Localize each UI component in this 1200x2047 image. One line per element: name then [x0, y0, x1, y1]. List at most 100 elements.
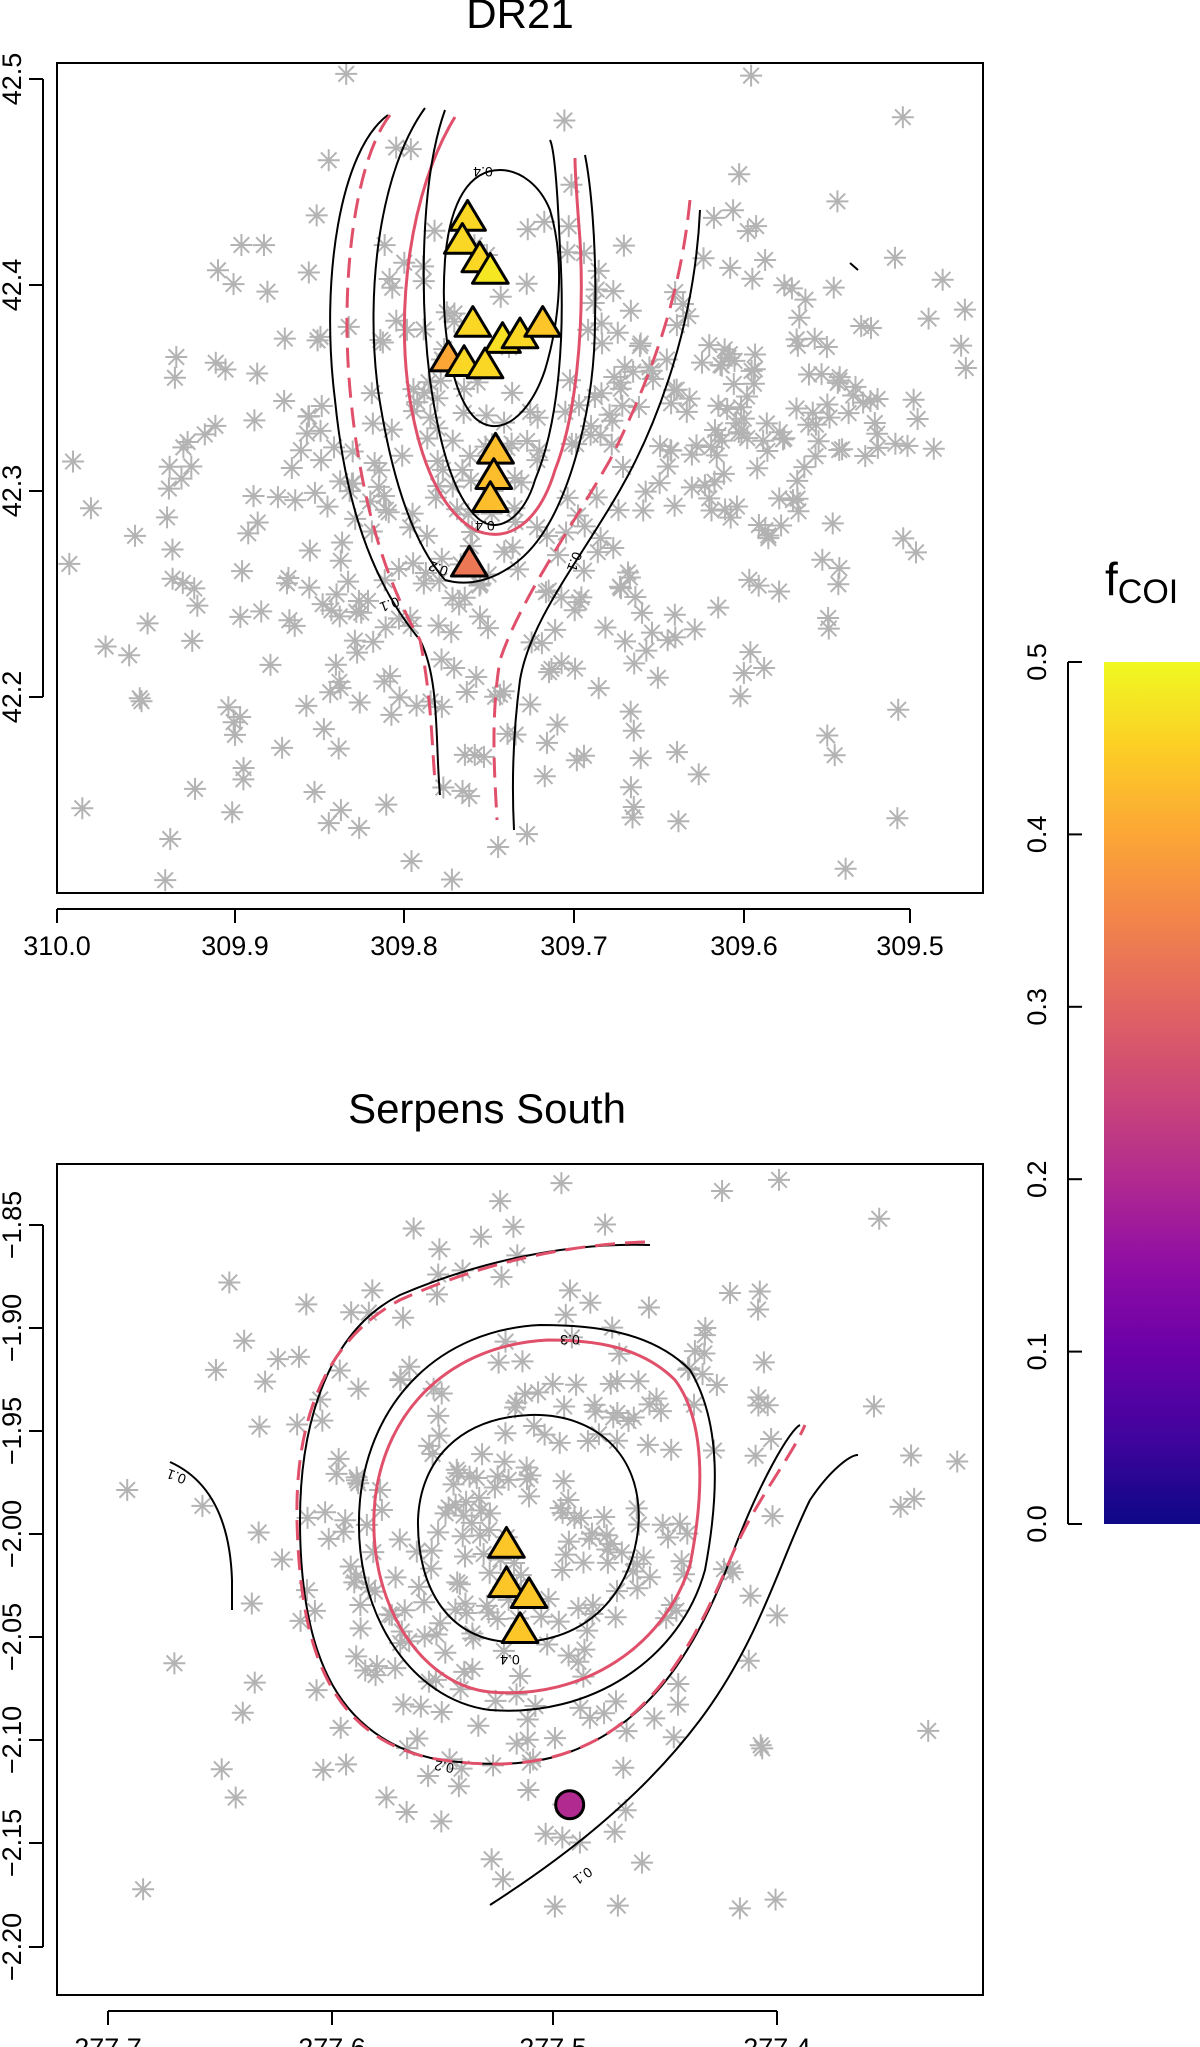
colorbar-title-sub: COI — [1118, 573, 1178, 611]
dr21-protostar-71 — [295, 694, 318, 717]
serpens-protostar-146 — [486, 1608, 509, 1631]
dr21-protostar-50 — [555, 521, 578, 544]
dr21-protostar-271 — [727, 421, 750, 444]
serpens-protostar-200 — [766, 1604, 789, 1627]
dr21-protostar-401 — [341, 440, 364, 463]
dr21-highlight-triangle-13 — [470, 480, 510, 513]
dr21-protostar-113 — [622, 795, 645, 818]
dr21-protostar-314 — [953, 298, 976, 321]
dr21-y-axis: 42.2 42.3 42.4 42.5 — [0, 53, 44, 723]
dr21-protostar-394 — [822, 276, 845, 299]
serpens-y-tick-label-6: −1.90 — [0, 1294, 27, 1362]
dr21-protostar-442 — [335, 63, 358, 85]
dr21-protostar-355 — [441, 587, 464, 610]
dr21-protostar-84 — [741, 267, 764, 290]
serpens-protostar-187 — [516, 1708, 539, 1731]
dr21-protostar-348 — [611, 394, 634, 417]
dr21-protostar-362 — [859, 390, 882, 413]
serpens-protostar-160 — [576, 1619, 599, 1642]
serpens-protostar-191 — [427, 1263, 450, 1286]
serpens-protostar-11 — [204, 1358, 227, 1381]
serpens-y-tick-label-7: −1.85 — [0, 1191, 27, 1259]
serpens-protostar-151 — [487, 1351, 510, 1374]
serpens-protostar-238 — [305, 1679, 328, 1702]
serpens-protostar-257 — [593, 1506, 616, 1529]
dr21-protostar-303 — [327, 737, 350, 760]
serpens-protostar-226 — [475, 1594, 498, 1617]
serpens-protostar-219 — [224, 1786, 247, 1809]
serpens-protostar-249 — [760, 1428, 783, 1451]
serpens-protostar-129 — [392, 1306, 415, 1329]
dr21-protostar-358 — [634, 480, 657, 503]
serpens-protostar-244 — [413, 1591, 436, 1614]
serpens-protostar-293 — [565, 1373, 588, 1396]
serpens-protostar-230 — [554, 1303, 577, 1326]
dr21-protostar-450 — [455, 681, 478, 704]
serpens-protostar-199 — [593, 1702, 616, 1725]
dr21-protostar-281 — [884, 432, 907, 455]
dr21-protostar-383 — [535, 731, 558, 754]
serpens-protostar-232 — [563, 1507, 586, 1530]
dr21-protostar-48 — [204, 414, 227, 437]
serpens-protostar-179 — [449, 1678, 472, 1701]
dr21-protostar-181 — [811, 548, 834, 571]
dr21-protostar-378 — [546, 713, 569, 736]
serpens-protostar-217 — [737, 1649, 760, 1672]
dr21-protostar-0 — [590, 312, 613, 335]
serpens-protostar-184 — [329, 1716, 352, 1739]
dr21-protostar-70 — [451, 779, 474, 802]
serpens-protostar-46 — [349, 1594, 372, 1617]
serpens-protostar-272 — [517, 1778, 540, 1801]
dr21-protostar-30 — [931, 268, 954, 291]
dr21-contour-0.1-top — [849, 262, 859, 271]
dr21-protostar-1 — [423, 219, 446, 242]
dr21-protostar-293 — [375, 793, 398, 816]
serpens-protostar-305 — [519, 1464, 542, 1487]
dr21-protostar-13 — [740, 64, 763, 87]
dr21-protostar-326 — [747, 513, 770, 536]
dr21-protostar-202 — [310, 449, 333, 472]
serpens-protostar-157 — [480, 1848, 503, 1871]
serpens-protostar-122 — [643, 1707, 666, 1730]
serpens-protostar-275 — [889, 1495, 912, 1518]
serpens-protostar-176 — [655, 1607, 678, 1630]
dr21-protostar-428 — [730, 396, 753, 419]
serpens-protostar-64 — [601, 1316, 624, 1339]
dr21-protostar-172 — [534, 581, 557, 604]
serpens-contour-label-1: 0.3 — [560, 1332, 580, 1348]
serpens-protostar-154 — [288, 1345, 311, 1368]
serpens-protostar-310 — [340, 1301, 363, 1324]
serpens-x-tick-label-2: 277.5 — [519, 2033, 587, 2047]
dr21-protostar-208 — [725, 412, 748, 435]
serpens-protostar-224 — [454, 1592, 477, 1615]
serpens-protostar-267 — [602, 1406, 625, 1429]
dr21-protostar-260 — [590, 382, 613, 405]
dr21-protostar-460 — [638, 356, 661, 379]
dr21-protostar-508 — [303, 780, 326, 803]
dr21-protostar-6 — [816, 724, 839, 747]
dr21-protostar-56 — [732, 662, 755, 685]
dr21-protostar-291 — [533, 765, 556, 788]
serpens-protostar-135 — [335, 1753, 358, 1776]
dr21-protostar-389 — [516, 823, 539, 846]
dr21-contour-0.3-left — [402, 116, 583, 536]
dr21-protostar-375 — [325, 583, 348, 606]
serpens-protostar-162 — [543, 1895, 566, 1918]
serpens-protostar-164 — [417, 1764, 440, 1787]
dr21-x-tick-label-3: 309.7 — [540, 931, 608, 961]
dr21-protostar-367 — [641, 621, 664, 644]
dr21-protostar-221 — [740, 359, 763, 382]
serpens-protostar-167 — [862, 1395, 885, 1418]
dr21-protostar-157 — [866, 436, 889, 459]
serpens-protostar-309 — [453, 1660, 476, 1683]
dr21-contour-0.15-dashed-left — [345, 114, 437, 781]
serpens-protostar-36 — [384, 1566, 407, 1589]
serpens-protostar-69 — [511, 1350, 534, 1373]
serpens-protostar-323 — [467, 1714, 490, 1737]
dr21-protostar-141 — [646, 666, 669, 689]
serpens-protostar-207 — [527, 1381, 550, 1404]
dr21-protostar-514 — [619, 299, 642, 322]
dr21-protostar-346 — [587, 677, 610, 700]
serpens-protostar-196 — [445, 1458, 468, 1481]
dr21-protostar-470 — [271, 736, 294, 759]
